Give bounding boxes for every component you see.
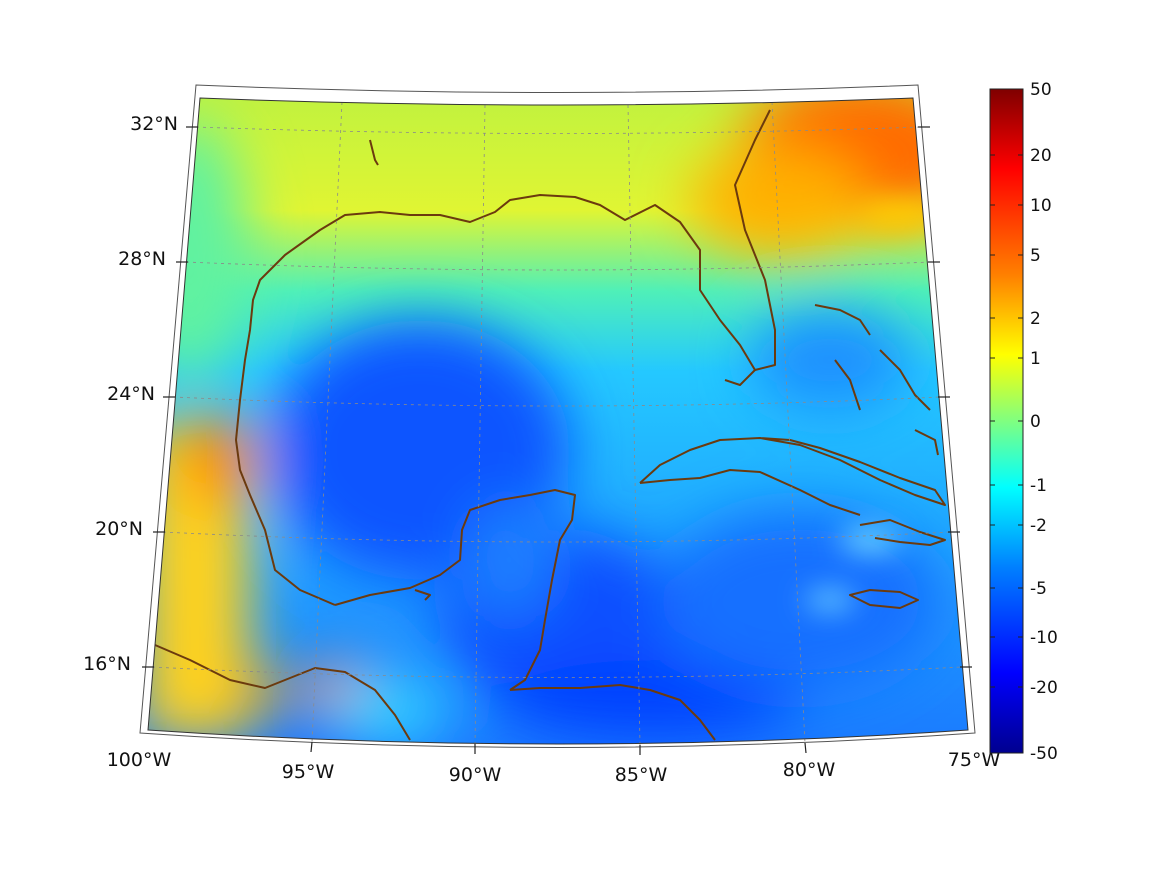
coastlines (154, 109, 946, 741)
lon-label: 100°W (107, 749, 172, 771)
lat-label: 28°N (118, 248, 166, 270)
colorbar-tick-label: 2 (1030, 309, 1041, 329)
lon-label: 85°W (615, 764, 668, 786)
colorbar-tick-label: -5 (1030, 579, 1047, 599)
latitude-labels: 32°N 28°N 24°N 20°N 16°N (83, 113, 178, 675)
lat-label: 24°N (107, 383, 155, 405)
lat-label: 32°N (130, 113, 178, 135)
lat-label: 16°N (83, 653, 131, 675)
colorbar-gradient (989, 88, 1024, 754)
graticule (151, 101, 963, 746)
map-frame-outer (139, 84, 976, 748)
colorbar-tick-label: 10 (1030, 196, 1052, 216)
colorbar-tick-label: 20 (1030, 146, 1052, 166)
colorbar-tick-label: 1 (1030, 349, 1041, 369)
lon-label: 75°W (948, 749, 1001, 771)
colorbar-tick-label: -1 (1030, 476, 1047, 496)
map-frame (147, 97, 969, 745)
colorbar-tick-label: 50 (1030, 80, 1052, 100)
colorbar-tick-label: -10 (1030, 628, 1058, 648)
heatmap-field (148, 98, 968, 744)
colorbar-tick-label: -50 (1030, 744, 1058, 764)
lon-label: 95°W (282, 761, 335, 783)
colorbar-tick-label: 0 (1030, 412, 1041, 432)
lon-label: 90°W (449, 764, 502, 786)
colorbar-tick-label: -2 (1030, 516, 1047, 536)
frame-ticks (142, 126, 972, 755)
longitude-labels: 100°W 95°W 90°W 85°W 80°W 75°W (107, 749, 1001, 786)
colorbar-tick-label: 5 (1030, 246, 1041, 266)
colorbar-tick-label: -20 (1030, 678, 1058, 698)
lon-label: 80°W (783, 759, 836, 781)
lat-label: 20°N (95, 518, 143, 540)
